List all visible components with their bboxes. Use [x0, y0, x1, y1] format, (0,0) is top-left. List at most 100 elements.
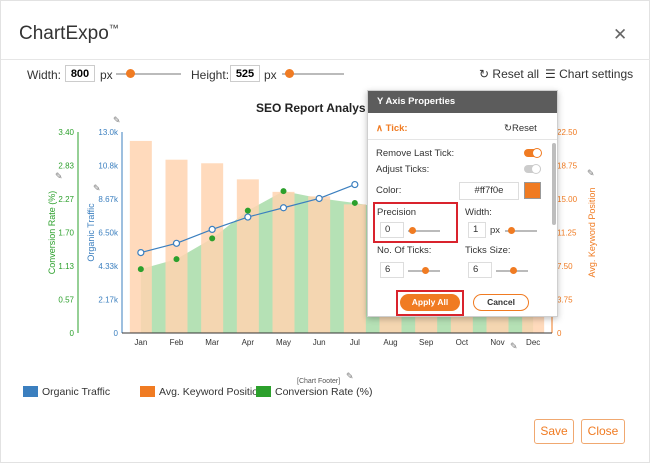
no-of-ticks-label: No. Of Ticks: [377, 245, 432, 256]
conversion-point [280, 188, 287, 195]
ticks-size-input[interactable]: 6 [468, 262, 492, 278]
x-tick-label: May [276, 338, 291, 347]
left-tick-label: 1.70 [58, 229, 74, 238]
edit-pencil-icon: ✎ [93, 183, 101, 193]
x-tick-label: Dec [526, 338, 540, 347]
panel-reset-button[interactable]: ↻Reset [504, 123, 537, 134]
edit-pencil-icon: ✎ [587, 168, 595, 178]
width-slider-knob[interactable] [126, 69, 135, 78]
adjust-ticks-label: Adjust Ticks: [376, 164, 430, 175]
conversion-point [209, 235, 216, 242]
right-tick-label: 22.50 [557, 128, 578, 137]
tick-width-slider[interactable] [505, 227, 537, 234]
no-of-ticks-input[interactable]: 6 [380, 262, 404, 278]
width-label: Width: [465, 207, 492, 218]
x-tick-label: Aug [383, 338, 397, 347]
tick-width-input[interactable]: 1 [468, 222, 486, 238]
width-label: Width: [27, 68, 62, 82]
close-icon[interactable]: ✕ [613, 25, 628, 44]
traffic-point [315, 194, 323, 203]
ticks-size-slider-knob[interactable] [510, 267, 517, 274]
mid-tick-label: 13.0k [98, 128, 119, 137]
left-tick-label: 2.83 [58, 162, 74, 171]
close-button[interactable]: Close [581, 419, 625, 444]
toggle-knob [532, 148, 542, 158]
edit-pencil-icon: ✎ [510, 341, 518, 351]
x-tick-label: Feb [170, 338, 184, 347]
conversion-point [351, 199, 358, 206]
right-axis-title: Avg. Keyword Position [587, 188, 597, 278]
mid-tick-label: 4.33k [98, 262, 119, 271]
precision-input[interactable]: 0 [380, 222, 404, 238]
chart-footer-label[interactable]: [Chart Footer] [297, 378, 341, 385]
traffic-point [244, 213, 252, 221]
width-input[interactable] [65, 65, 95, 82]
keyword-bar [236, 179, 259, 333]
traffic-point [279, 204, 288, 212]
panel-scrollbar[interactable] [552, 143, 556, 225]
precision-highlight [373, 202, 458, 243]
toggle-knob [531, 164, 541, 174]
right-tick-label: 18.75 [557, 162, 578, 171]
right-tick-label: 7.50 [557, 262, 573, 271]
keyword-bar [308, 196, 331, 333]
reset-icon: ↻ [504, 123, 512, 134]
mid-tick-label: 0 [114, 329, 119, 338]
panel-title: Y Axis Properties [368, 91, 557, 113]
x-tick-label: Nov [490, 338, 504, 347]
conversion-point [244, 207, 251, 214]
left-tick-label: 0 [70, 329, 75, 338]
adjust-ticks-toggle[interactable] [524, 164, 541, 174]
color-label: Color: [376, 185, 402, 196]
no-of-ticks-slider[interactable] [408, 267, 440, 274]
left-tick-label: 2.27 [58, 195, 74, 204]
height-slider-knob[interactable] [285, 69, 294, 78]
traffic-point [351, 180, 359, 189]
right-tick-label: 15.00 [557, 195, 578, 204]
height-label: Height: [191, 68, 230, 82]
x-tick-label: Oct [456, 338, 469, 347]
tick-width-unit: px [490, 225, 501, 236]
keyword-bar [129, 140, 152, 333]
reset-icon: ↻ [479, 67, 490, 81]
right-tick-label: 3.75 [557, 296, 573, 305]
keyword-bar [201, 163, 224, 333]
color-value-input[interactable]: #ff7f0e [459, 182, 519, 200]
width-unit: px [100, 68, 113, 82]
edit-pencil-icon: ✎ [346, 371, 354, 381]
reset-all-button[interactable]: ↻ Reset all [479, 67, 540, 81]
conversion-point [173, 256, 180, 263]
left-tick-label: 3.40 [58, 128, 74, 137]
x-tick-label: Apr [242, 338, 255, 347]
height-slider[interactable] [282, 69, 344, 78]
ticks-size-slider[interactable] [496, 267, 528, 274]
legend-item-conversion[interactable]: Conversion Rate (%) [256, 386, 372, 398]
traffic-point [172, 239, 181, 247]
height-input[interactable] [230, 65, 260, 82]
chart-title: SEO Report Analys [256, 101, 366, 115]
x-tick-label: Mar [205, 338, 219, 347]
color-swatch[interactable] [524, 182, 541, 199]
no-of-ticks-slider-knob[interactable] [422, 267, 429, 274]
ticks-size-label: Ticks Size: [465, 245, 511, 256]
legend-item-organic[interactable]: Organic Traffic [23, 386, 110, 398]
legend-item-keyword[interactable]: Avg. Keyword Position [140, 386, 264, 398]
settings-sliders-icon: ☰ [545, 67, 556, 81]
tick-width-slider-knob[interactable] [508, 227, 515, 234]
chart-settings-button[interactable]: ☰ Chart settings [545, 67, 634, 81]
mid-tick-label: 6.50k [98, 229, 119, 238]
right-tick-label: 11.25 [557, 229, 577, 238]
y-axis-properties-panel: Y Axis Properties ∧ Tick: ↻Reset Remove … [367, 90, 558, 317]
legend-swatch-blue [23, 386, 38, 397]
width-slider[interactable] [116, 69, 181, 78]
apply-all-button[interactable]: Apply All [400, 294, 460, 311]
cancel-button[interactable]: Cancel [473, 294, 529, 311]
x-tick-label: Jan [134, 338, 147, 347]
precision-slider[interactable] [408, 227, 440, 234]
height-unit: px [264, 68, 277, 82]
precision-slider-knob[interactable] [409, 227, 416, 234]
remove-last-tick-toggle[interactable] [524, 148, 542, 158]
tick-section-header[interactable]: ∧ Tick: [376, 123, 408, 134]
save-button[interactable]: Save [534, 419, 574, 444]
